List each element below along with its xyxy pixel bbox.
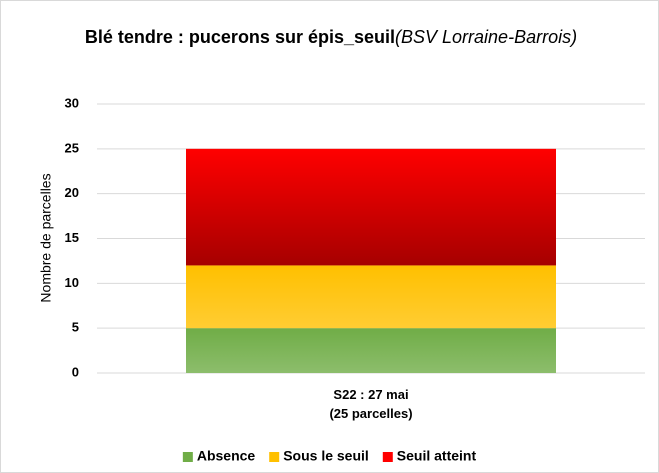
legend-label: Seuil atteint	[397, 448, 477, 464]
legend-swatch	[269, 452, 280, 462]
bar-shade	[186, 265, 556, 329]
legend-swatch	[382, 452, 393, 462]
bar-shade	[186, 148, 556, 266]
title-main: Blé tendre : pucerons sur épis_seuil	[84, 27, 396, 47]
bar-segment	[186, 328, 556, 373]
x-tick-label: S22 : 27 mai (25 parcelles)	[329, 387, 413, 421]
y-tick-label: 5	[72, 320, 79, 335]
bar-segment	[186, 265, 556, 329]
legend-swatch	[182, 452, 193, 462]
title-note: (BSV Lorraine-Barrois)	[395, 27, 578, 47]
y-tick-label: 10	[65, 275, 79, 290]
y-tick-label: 30	[65, 95, 79, 110]
bar-segment	[186, 148, 556, 266]
legend-label: Absence	[197, 448, 256, 464]
y-tick-label: 25	[65, 140, 79, 155]
y-tick-label: 15	[65, 230, 79, 245]
legend-item: Sous le seuil	[269, 448, 369, 464]
bar-shade	[186, 328, 556, 373]
legend-label: Sous le seuil	[283, 448, 369, 464]
y-axis-label: Nombre de parcelles	[38, 173, 54, 302]
y-tick-label: 20	[65, 185, 79, 200]
y-tick-label: 0	[72, 364, 79, 379]
legend-item: Seuil atteint	[382, 448, 477, 464]
chart-title: Blé tendre : pucerons sur épis_seuil(BSV…	[71, 23, 591, 51]
legend-item: Absence	[182, 448, 256, 464]
